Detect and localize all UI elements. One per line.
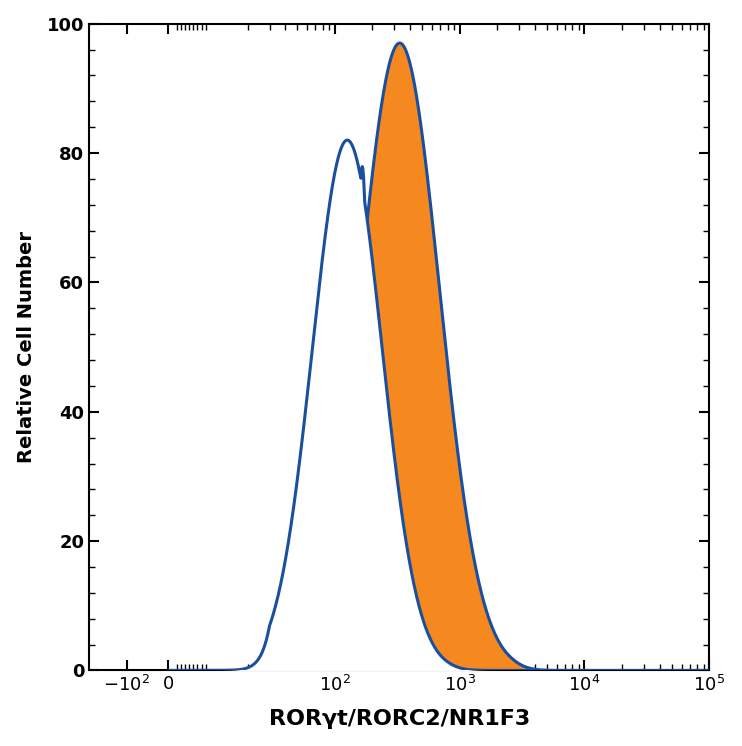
X-axis label: RORγt/RORC2/NR1F3: RORγt/RORC2/NR1F3 <box>269 709 530 730</box>
Y-axis label: Relative Cell Number: Relative Cell Number <box>16 231 36 463</box>
